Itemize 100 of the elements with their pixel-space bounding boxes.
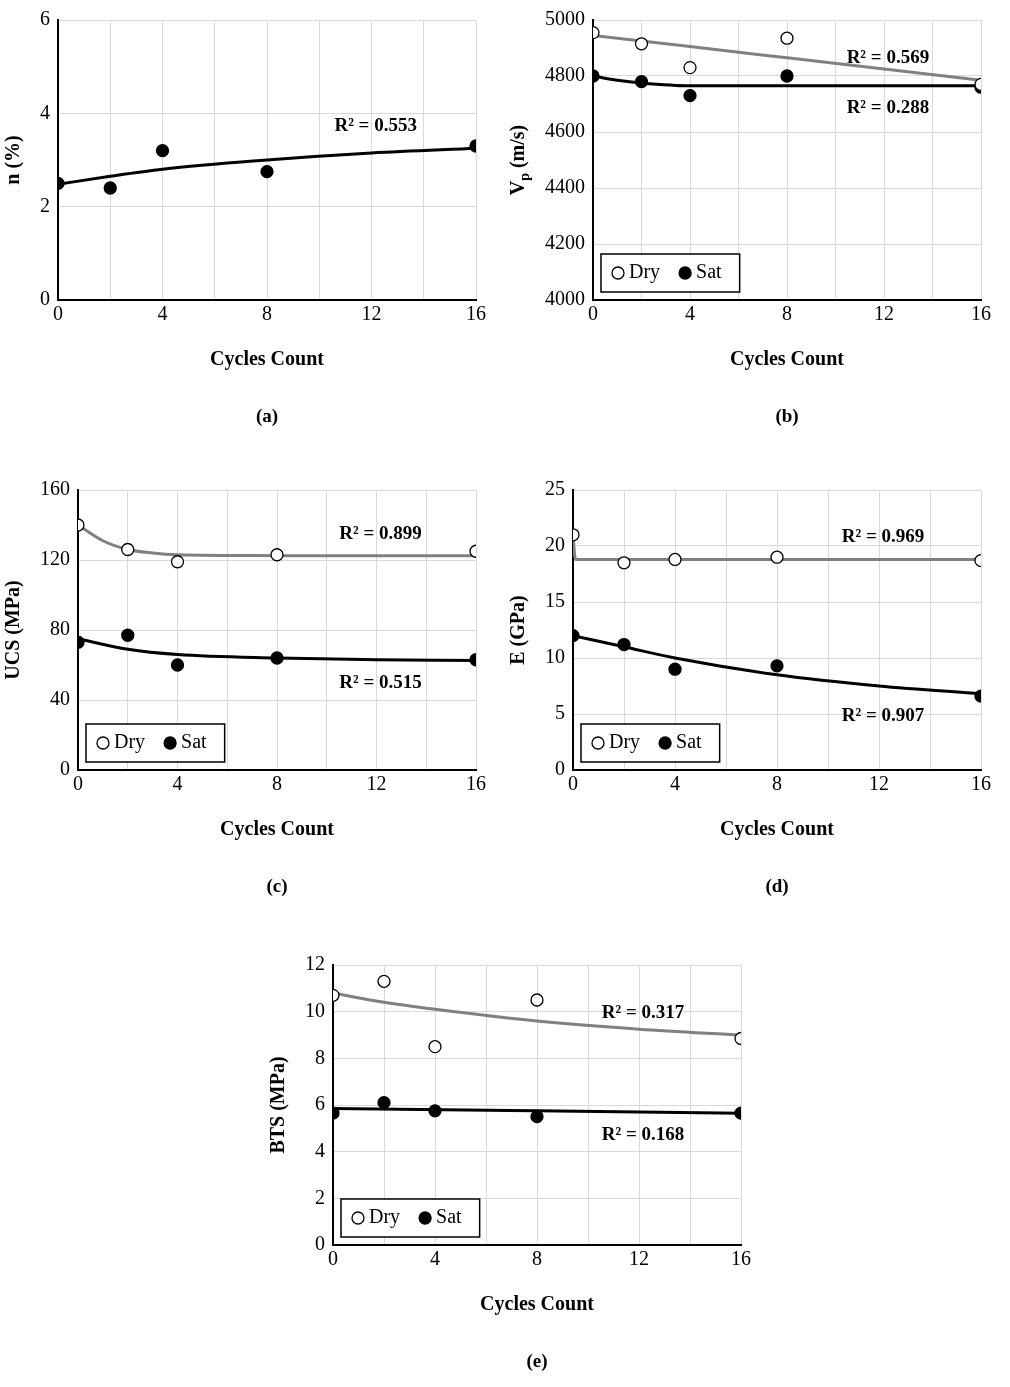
annotation: R² = 0.317 [601, 1000, 685, 1022]
point [377, 1096, 391, 1110]
point [770, 550, 784, 564]
annotation: R² = 0.569 [846, 46, 930, 68]
y-tick-label: 4800 [545, 63, 585, 86]
point [377, 974, 391, 988]
y-tick-label: 4200 [545, 231, 585, 254]
text: (e) [526, 1349, 548, 1372]
point [530, 1110, 544, 1124]
annotation: R² = 0.515 [339, 670, 422, 692]
y-tick-label: 10 [545, 645, 565, 668]
legend-label: Sat [696, 260, 723, 283]
y-tick-label: 4600 [545, 119, 585, 142]
legend-label: Dry [609, 730, 641, 754]
y-tick-label: 0 [315, 1232, 325, 1255]
x-tick-label: 8 [772, 772, 782, 795]
text: (c) [266, 874, 288, 897]
x-tick-label: 12 [869, 772, 889, 795]
annotation: R² = 0.553 [334, 114, 417, 136]
y-tick-label: 25 [545, 477, 565, 500]
x-tick-label: 12 [629, 1247, 649, 1270]
y-tick-label: 20 [545, 533, 565, 556]
x-axis-title: Cycles Count [720, 817, 835, 841]
x-axis-title: Cycles Count [220, 817, 335, 841]
x-tick-label: 16 [971, 302, 991, 325]
x-tick-label: 4 [172, 772, 183, 795]
point [530, 993, 544, 1007]
y-tick-label: 4400 [545, 175, 585, 198]
y-tick-label: 10 [305, 998, 325, 1021]
x-tick-label: 8 [262, 302, 272, 325]
x-tick-label: 4 [685, 302, 695, 325]
point [121, 542, 135, 557]
point [668, 662, 682, 676]
point [103, 181, 117, 195]
point [260, 165, 274, 179]
x-tick-label: 4 [157, 302, 168, 325]
legend-label: Dry [629, 260, 661, 284]
x-tick-label: 16 [466, 302, 486, 325]
x-tick-label: 8 [782, 302, 792, 325]
point [428, 1040, 442, 1054]
x-tick-label: 8 [272, 772, 282, 795]
point [617, 556, 631, 570]
point [170, 555, 185, 569]
point [770, 659, 784, 673]
text: (d) [765, 874, 789, 897]
point [428, 1104, 442, 1118]
legend-label: Dry [114, 730, 146, 754]
y-tick-label: 6 [315, 1092, 325, 1115]
text: (b) [775, 404, 799, 427]
point [683, 88, 697, 103]
y-axis-title: E (GPa) [506, 595, 530, 665]
y-tick-label: 4 [315, 1138, 325, 1161]
y-tick-label: 5 [555, 701, 565, 724]
y-axis-title: Vp (m/s) [506, 124, 532, 196]
point [270, 651, 284, 665]
annotation: R² = 0.168 [601, 1123, 685, 1145]
x-tick-label: 16 [731, 1247, 751, 1270]
legend-label: Sat [676, 730, 703, 753]
y-tick-label: 0 [555, 757, 565, 780]
x-tick-label: 12 [361, 302, 382, 325]
y-tick-label: 2 [315, 1185, 325, 1208]
x-axis-title: Cycles Count [730, 347, 845, 371]
y-tick-label: 160 [40, 477, 70, 500]
x-tick-label: 16 [971, 772, 991, 795]
y-tick-label: 15 [545, 589, 565, 612]
x-tick-label: 12 [366, 772, 387, 795]
point [617, 637, 631, 652]
y-tick-label: 5000 [545, 7, 585, 30]
y-axis-title: n (%) [1, 135, 25, 185]
legend-label: Sat [436, 1205, 463, 1228]
annotation: R² = 0.899 [339, 521, 422, 543]
point [668, 552, 682, 567]
x-tick-label: 16 [466, 772, 486, 795]
point [155, 144, 170, 158]
point [634, 74, 649, 89]
y-tick-label: 12 [305, 952, 325, 975]
x-tick-label: 4 [430, 1247, 440, 1270]
x-axis-title: Cycles Count [480, 1292, 595, 1316]
y-tick-label: 2 [40, 193, 50, 216]
y-axis-title: UCS (MPa) [1, 580, 25, 680]
point [270, 548, 284, 562]
y-tick-label: 40 [50, 687, 70, 710]
annotation: R² = 0.288 [846, 95, 930, 117]
y-tick-label: 4 [40, 100, 50, 123]
y-tick-label: 8 [315, 1045, 325, 1068]
y-tick-label: 6 [40, 7, 50, 30]
point [121, 628, 135, 642]
x-tick-label: 12 [874, 302, 894, 325]
point [634, 37, 649, 51]
point [780, 69, 794, 83]
point [170, 658, 185, 672]
annotation: R² = 0.907 [841, 703, 925, 725]
legend-label: Sat [181, 730, 208, 753]
y-axis-title: BTS (MPa) [266, 1056, 290, 1154]
y-tick-label: 4000 [545, 287, 585, 310]
y-tick-label: 120 [40, 547, 70, 570]
x-axis-title: Cycles Count [210, 347, 325, 371]
legend-label: Dry [369, 1205, 401, 1229]
y-tick-label: 0 [40, 287, 50, 310]
annotation: R² = 0.969 [841, 525, 925, 547]
